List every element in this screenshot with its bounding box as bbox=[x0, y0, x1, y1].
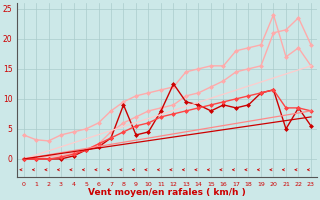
X-axis label: Vent moyen/en rafales ( km/h ): Vent moyen/en rafales ( km/h ) bbox=[88, 188, 246, 197]
